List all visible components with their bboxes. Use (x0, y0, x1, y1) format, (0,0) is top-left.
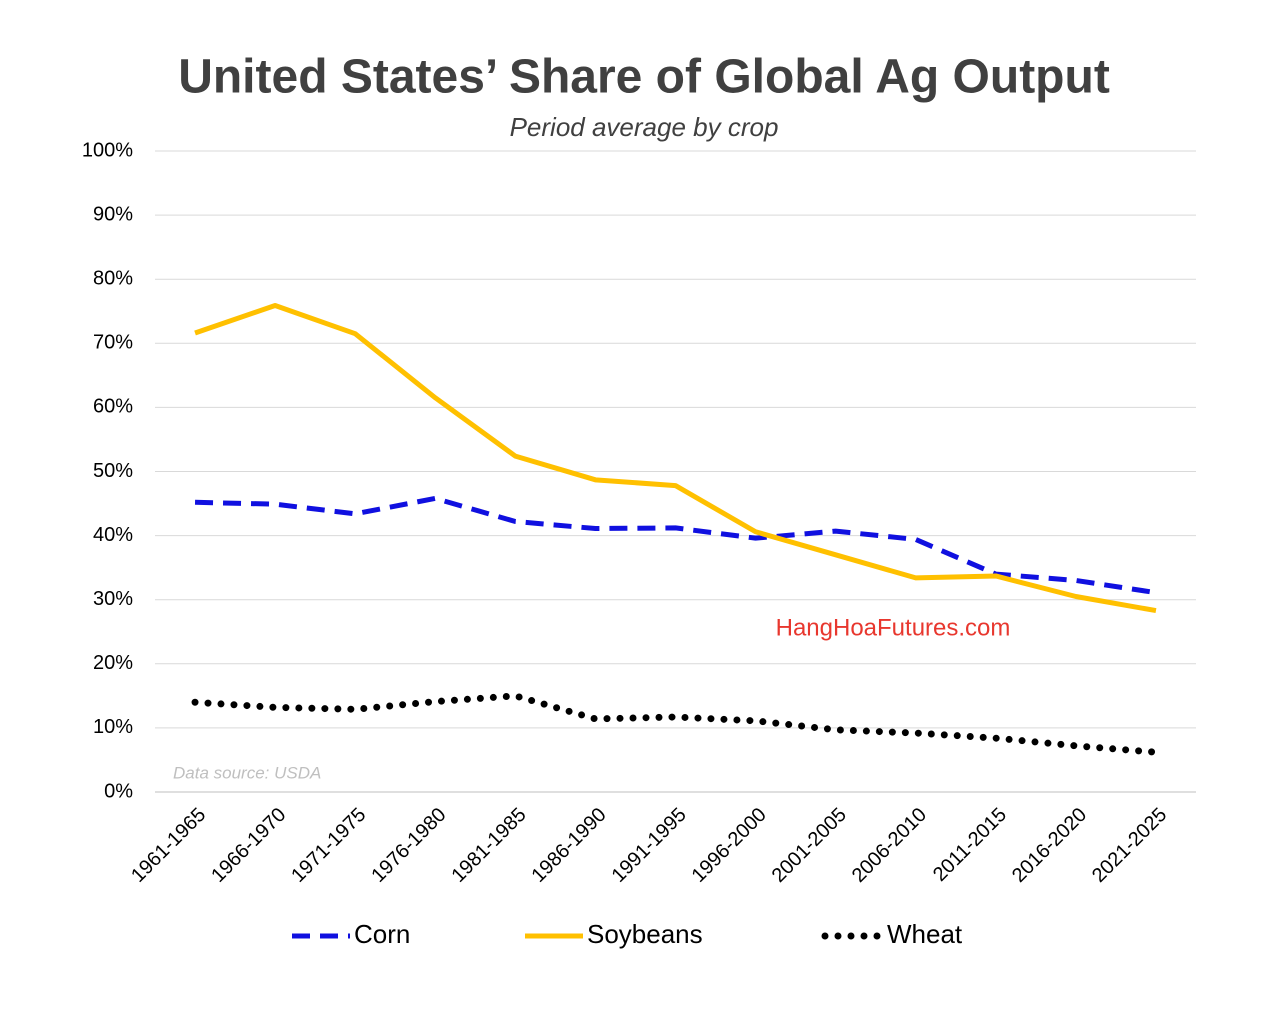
x-tick-label: 1986-1990 (527, 804, 610, 887)
y-tick-label: 80% (93, 267, 133, 289)
y-tick-label: 10% (93, 716, 133, 738)
x-tick-label: 1996-2000 (688, 804, 771, 887)
x-tick-label: 1976-1980 (367, 804, 450, 887)
y-tick-label: 90% (93, 203, 133, 225)
chart-subtitle: Period average by crop (510, 112, 779, 142)
y-tick-label: 70% (93, 332, 133, 354)
x-tick-label: 2021-2025 (1088, 804, 1171, 887)
x-tick-label: 2011-2015 (929, 804, 1011, 886)
y-tick-label: 60% (93, 396, 133, 418)
x-tick-label: 2016-2020 (1008, 804, 1091, 887)
x-tick-label: 1971-1975 (287, 804, 370, 887)
y-tick-label: 0% (104, 780, 133, 802)
x-tick-label: 1991-1995 (608, 804, 691, 887)
x-tick-label: 2006-2010 (848, 804, 931, 887)
x-tick-label: 1981-1985 (447, 804, 530, 887)
x-tick-label: 2001-2005 (768, 804, 851, 887)
source-note: Data source: USDA (173, 763, 321, 782)
x-tick-label: 1961-1965 (127, 804, 210, 887)
legend-label: Corn (354, 919, 410, 949)
legend-label: Wheat (887, 919, 963, 949)
y-tick-label: 50% (93, 460, 133, 482)
x-tick-label: 1966-1970 (207, 804, 290, 887)
y-tick-label: 100% (82, 139, 133, 161)
line-series (191, 692, 1160, 756)
line-series (194, 302, 1157, 614)
y-tick-label: 30% (93, 588, 133, 610)
chart-title: United States’ Share of Global Ag Output (178, 51, 1110, 104)
y-tick-label: 40% (93, 524, 133, 546)
legend-label: Soybeans (587, 919, 703, 949)
y-tick-label: 20% (93, 652, 133, 674)
watermark: HangHoaFutures.com (776, 614, 1011, 641)
